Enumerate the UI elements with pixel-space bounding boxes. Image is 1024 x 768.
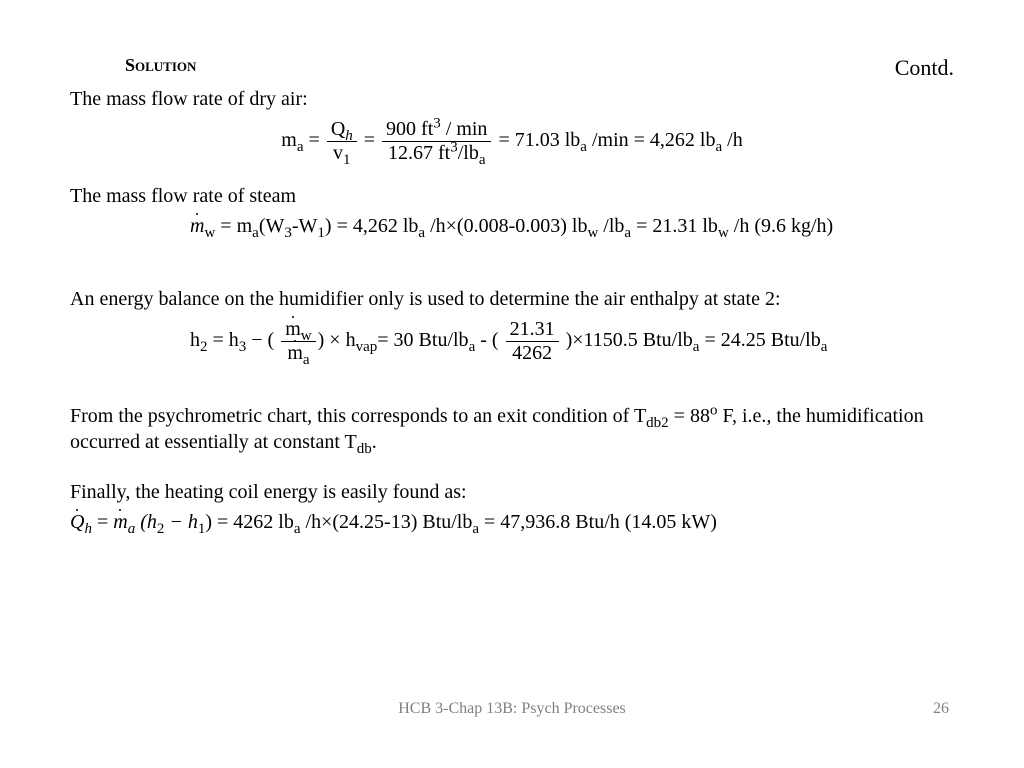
equation-2: mw = ma(W3-W1) = 4,262 lba /h×(0.008-0.0… (190, 215, 954, 238)
para-energy-balance: An energy balance on the humidifier only… (70, 286, 954, 312)
para-mass-flow-steam: The mass flow rate of steam (70, 183, 954, 209)
equation-3: h2 = h3 − ( mw ma ) × hvap= 30 Btu/lba -… (190, 318, 954, 365)
equation-1: ma = Qh v1 = 900 ft3 / min 12.67 ft3/lba… (70, 118, 954, 165)
para-heating-coil: Finally, the heating coil energy is easi… (70, 479, 954, 505)
para-psych-chart: From the psychrometric chart, this corre… (70, 403, 954, 455)
equation-4: Qh = ma (h2 − h1) = 4262 lba /h×(24.25-1… (70, 511, 954, 534)
page-number: 26 (933, 700, 949, 718)
footer-text: HCB 3-Chap 13B: Psych Processes (0, 700, 1024, 718)
solution-header: Solution (125, 55, 954, 76)
contd-label: Contd. (895, 55, 954, 81)
para-mass-flow-air: The mass flow rate of dry air: (70, 86, 954, 112)
